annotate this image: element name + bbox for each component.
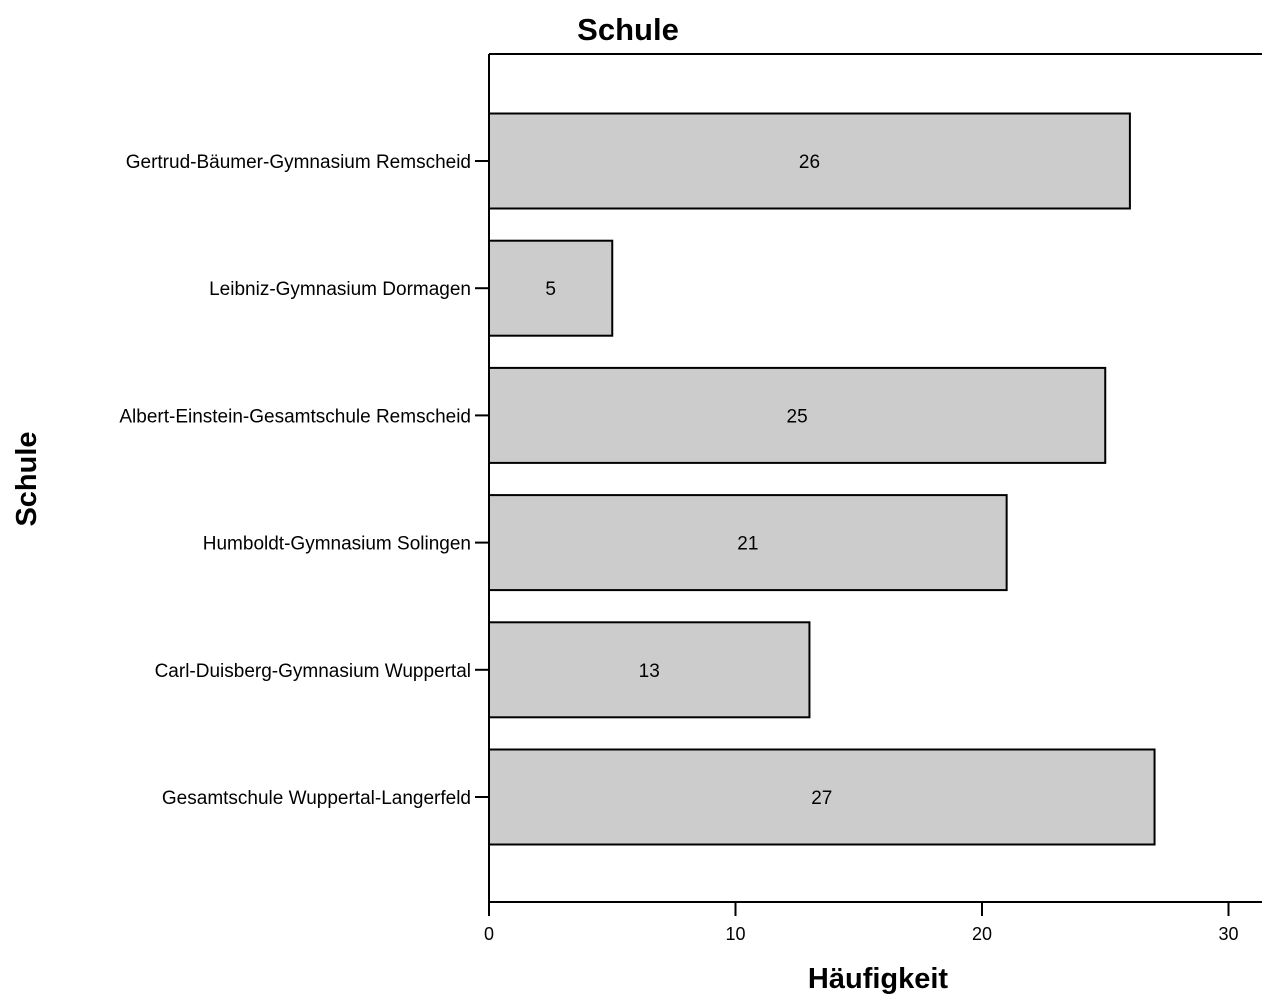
category-label: Humboldt-Gymnasium Solingen: [203, 534, 471, 555]
category-label: Carl-Duisberg-Gymnasium Wuppertal: [155, 661, 471, 682]
y-axis-title: Schule: [11, 431, 43, 526]
x-tick-label: 20: [972, 924, 992, 944]
data-label: 27: [811, 788, 832, 809]
data-label: 25: [787, 406, 808, 427]
data-label: 21: [737, 534, 758, 555]
data-label: 26: [799, 152, 820, 173]
category-label: Albert-Einstein-Gesamtschule Remscheid: [119, 406, 471, 427]
bar: [488, 748, 1156, 846]
category-label: Gertrud-Bäumer-Gymnasium Remscheid: [126, 152, 471, 173]
x-tick-label: 10: [725, 924, 745, 944]
bars-group: Gertrud-Bäumer-Gymnasium Remscheid 26 Leib…: [119, 112, 1156, 846]
x-tick-label: 30: [1218, 924, 1238, 944]
bar: [488, 366, 1107, 464]
data-label: 5: [545, 279, 556, 300]
bar: [488, 239, 614, 337]
category-label: Leibniz-Gymnasium Dormagen: [209, 279, 471, 300]
bar: [488, 112, 1131, 210]
chart-title: Schule: [577, 12, 679, 47]
x-axis-title: Häufigkeit: [808, 963, 949, 995]
x-ticks-group: 0 10 20 30: [484, 902, 1239, 944]
bar: [488, 621, 811, 719]
category-label: Gesamtschule Wuppertal-Langerfeld: [162, 788, 471, 809]
x-tick-label: 0: [484, 924, 494, 944]
data-label: 13: [639, 661, 660, 682]
bar: [488, 494, 1008, 592]
